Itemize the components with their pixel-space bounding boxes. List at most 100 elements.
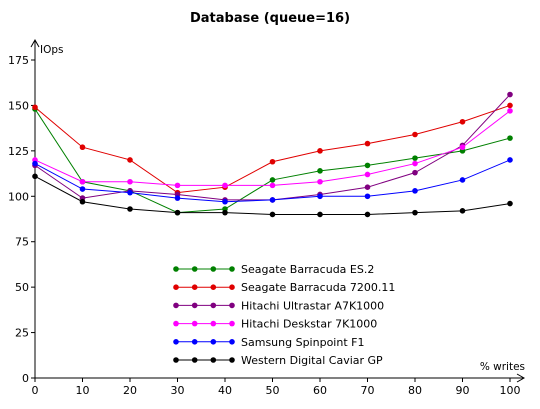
x-axis-arrow <box>516 373 526 383</box>
data-point <box>364 211 371 218</box>
legend-item: Hitachi Ultrastar A7K1000 <box>173 299 384 312</box>
data-point <box>269 211 276 218</box>
legend-item: Seagate Barracuda ES.2 <box>173 263 374 276</box>
legend-swatch-marker <box>191 266 198 272</box>
data-point <box>507 200 513 207</box>
legend-swatch-marker <box>229 320 235 327</box>
data-point <box>222 209 228 216</box>
y-axis-label: IOps <box>40 44 64 56</box>
data-point <box>364 184 371 190</box>
series-line <box>34 110 511 186</box>
legend-swatch-marker <box>210 302 217 309</box>
data-point <box>79 178 86 185</box>
legend-swatch-marker <box>229 266 235 272</box>
data-point <box>317 168 323 174</box>
legend: Seagate Barracuda ES.2 Seagate Barracuda … <box>173 263 395 367</box>
data-point <box>412 209 418 216</box>
legend-swatch-marker <box>173 266 179 272</box>
y-tick-label: 75 <box>15 236 29 249</box>
data-point <box>459 144 466 151</box>
data-point <box>317 148 323 154</box>
x-tick-label: 90 <box>456 384 470 397</box>
data-point <box>127 206 133 212</box>
data-point <box>32 104 38 111</box>
data-point <box>127 189 133 196</box>
x-tick-label: 50 <box>266 384 280 397</box>
legend-item: Hitachi Deskstar 7K1000 <box>173 318 377 331</box>
legend-item: Western Digital Caviar GP <box>173 354 383 367</box>
legend-swatch-marker <box>229 284 235 291</box>
data-point <box>412 131 418 138</box>
data-point <box>269 158 276 165</box>
y-tick-label: 100 <box>8 190 29 203</box>
legend-label: Hitachi Deskstar 7K1000 <box>241 318 377 331</box>
x-tick-label: 0 <box>32 384 39 397</box>
x-tick-label: 30 <box>171 384 185 397</box>
data-point <box>79 198 86 205</box>
axes: 0 25 50 75 100 125 150 175 0 10 20 30 40 50 60 70 80 90 10… <box>8 38 526 397</box>
data-point <box>127 157 133 163</box>
data-point <box>317 178 323 185</box>
data-point <box>412 169 418 176</box>
data-point <box>174 195 181 201</box>
legend-swatch-marker <box>229 357 235 363</box>
y-axis-arrow <box>30 38 40 48</box>
legend-item: Samsung Spinpoint F1 <box>173 336 364 349</box>
data-point <box>507 135 513 141</box>
data-point <box>459 177 466 183</box>
y-tick-label: 25 <box>15 327 29 340</box>
series-layer <box>32 91 513 218</box>
data-point <box>507 108 513 114</box>
legend-swatch-marker <box>210 284 217 291</box>
legend-swatch-marker <box>210 339 217 345</box>
legend-swatch-marker <box>173 284 179 291</box>
legend-label: Samsung Spinpoint F1 <box>241 336 364 349</box>
data-point <box>174 182 181 189</box>
data-point <box>459 208 466 214</box>
data-point <box>364 193 371 200</box>
legend-swatch-marker <box>210 266 217 272</box>
data-point <box>412 155 418 161</box>
data-point <box>222 198 228 205</box>
data-point <box>127 178 133 185</box>
legend-swatch-marker <box>191 320 198 327</box>
data-point <box>507 102 513 109</box>
data-point <box>364 162 371 169</box>
chart-title: Database (queue=16) <box>190 11 350 26</box>
x-tick-label: 10 <box>76 384 90 397</box>
y-tick-label: 150 <box>8 99 29 112</box>
data-point <box>269 182 276 189</box>
data-point <box>32 160 38 167</box>
legend-swatch-marker <box>173 302 179 309</box>
x-tick-label: 20 <box>123 384 137 397</box>
y-tick-label: 125 <box>8 145 29 158</box>
x-axis-label: % writes <box>480 361 525 373</box>
data-point <box>32 173 38 180</box>
series <box>32 157 513 205</box>
legend-swatch-marker <box>173 320 179 327</box>
data-point <box>79 186 86 192</box>
data-point <box>364 171 371 178</box>
legend-swatch-marker <box>210 320 217 327</box>
y-tick-label: 175 <box>8 54 29 67</box>
series <box>32 102 513 196</box>
data-point <box>412 160 418 167</box>
legend-label: Seagate Barracuda 7200.11 <box>241 281 395 294</box>
data-point <box>174 209 181 216</box>
x-tick-label: 40 <box>218 384 232 397</box>
legend-label: Western Digital Caviar GP <box>241 354 383 367</box>
data-point <box>79 144 86 151</box>
y-tick-label: 50 <box>15 281 29 294</box>
series <box>32 108 513 189</box>
data-point <box>412 188 418 194</box>
legend-swatch-marker <box>191 284 198 291</box>
legend-swatch-marker <box>191 339 198 345</box>
x-tick-label: 80 <box>408 384 422 397</box>
legend-swatch-marker <box>229 339 235 345</box>
x-tick-label: 60 <box>313 384 327 397</box>
x-tick-label: 70 <box>361 384 375 397</box>
data-point <box>222 182 228 189</box>
legend-swatch-marker <box>229 302 235 309</box>
